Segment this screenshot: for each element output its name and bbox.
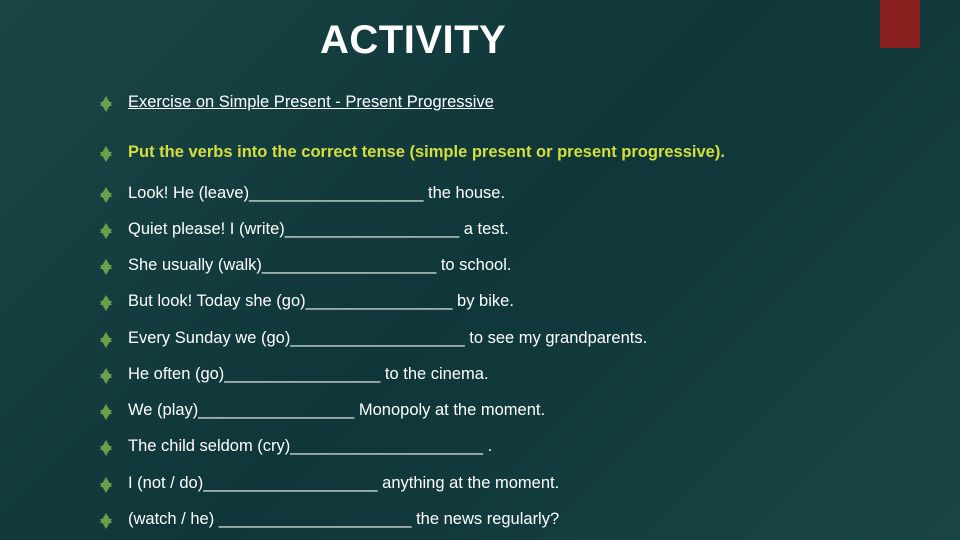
bullet-item: He often (go)_________________ to the ci… [100,363,900,385]
bullet-text: But look! Today she (go)________________… [128,292,514,310]
bullet-item: But look! Today she (go)________________… [100,290,900,312]
bullet-item: I (not / do)___________________ anything… [100,472,900,494]
bullet-text-highlight: Put the verbs into the correct tense (si… [128,143,725,161]
bullet-text: We (play)_________________ Monopoly at t… [128,401,545,419]
bullet-text: Every Sunday we (go)___________________ … [128,329,647,347]
bullet-list: Exercise on Simple Present - Present Pro… [100,91,900,530]
bullet-text: Look! He (leave)___________________ the … [128,184,505,202]
bullet-item: Every Sunday we (go)___________________ … [100,327,900,349]
bullet-item: (watch / he) _____________________ the n… [100,508,900,530]
bullet-item: She usually (walk)___________________ to… [100,254,900,276]
bullet-item: Quiet please! I (write)_________________… [100,218,900,240]
accent-bar [880,0,920,48]
bullet-text: He often (go)_________________ to the ci… [128,365,489,383]
slide-container: ACTIVITY Exercise on Simple Present - Pr… [0,0,960,540]
bullet-item: Look! He (leave)___________________ the … [100,182,900,204]
bullet-text: I (not / do)___________________ anything… [128,474,559,492]
bullet-item: Put the verbs into the correct tense (si… [100,141,900,163]
bullet-item: Exercise on Simple Present - Present Pro… [100,91,900,113]
bullet-item: We (play)_________________ Monopoly at t… [100,399,900,421]
slide-title: ACTIVITY [320,18,900,63]
bullet-text: The child seldom (cry)__________________… [128,437,492,455]
bullet-text: Exercise on Simple Present - Present Pro… [128,93,494,111]
bullet-text: She usually (walk)___________________ to… [128,256,511,274]
bullet-item: The child seldom (cry)__________________… [100,435,900,457]
bullet-text: Quiet please! I (write)_________________… [128,220,509,238]
bullet-text: (watch / he) _____________________ the n… [128,510,559,528]
